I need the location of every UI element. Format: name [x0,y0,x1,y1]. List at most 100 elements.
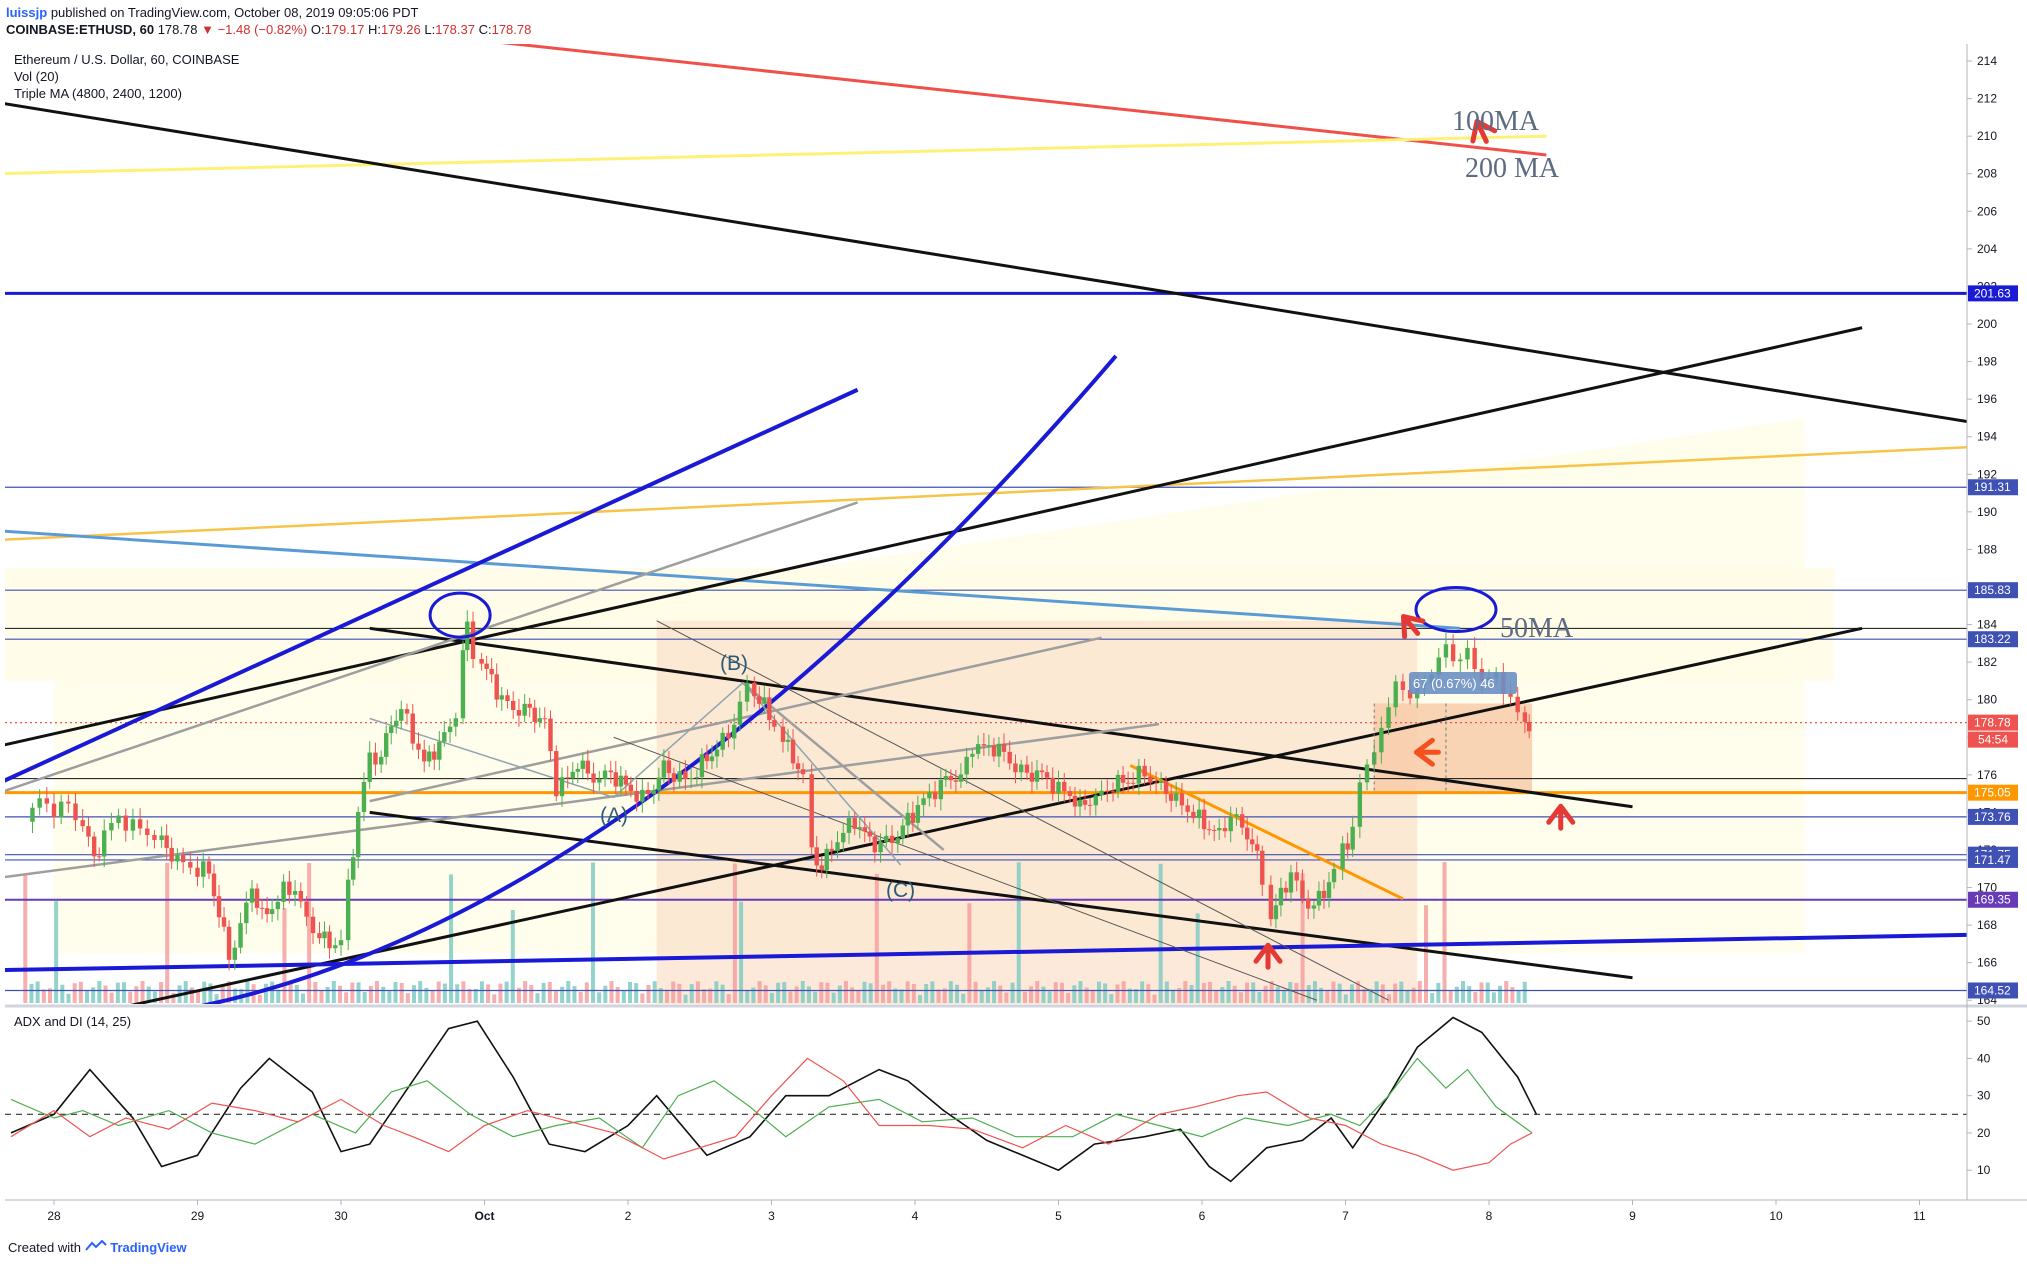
chart-header: luissjp published on TradingView.com, Oc… [6,4,531,40]
volume-bar-82 [529,985,534,1003]
price-badge-bg-3 [1968,631,2018,648]
adx-title[interactable]: ADX and DI (14, 25) [14,1014,131,1029]
candle-body-13 [116,815,121,823]
price-badge-bg-0 [1968,285,2018,302]
volume-bar-210 [1319,987,1324,1003]
adx-tick-label-4: 50 [1977,1014,1991,1028]
volume-bar-240 [1504,981,1509,1003]
candle-body-84 [522,703,527,716]
price-tick-label-15: 194 [1977,430,1997,444]
author-name[interactable]: luissjp [6,5,48,20]
volume-bar-200 [1257,992,1262,1003]
volume-bar-64 [418,981,423,1003]
volume-bar-212 [1331,981,1336,1003]
candle-body-165 [964,756,969,775]
wave-c-label: (C) [886,879,915,902]
time-tick-label-11: 9 [1629,1209,1636,1223]
candle-body-32 [232,947,238,960]
candle-body-228 [1305,898,1311,909]
trendline-gray-13 [369,636,1102,803]
candle-body-128 [762,697,767,704]
volume-bar-96 [615,987,620,1003]
measure-box[interactable]: 67 (0.67%) 46 [1409,672,1517,694]
volume-bar-65 [424,987,429,1003]
candle-body-189 [1093,795,1099,806]
volume-bar-223 [1399,981,1404,1003]
volume-bar-238 [1491,992,1496,1003]
close-label: C: [478,22,492,37]
time-tick-label-7: 5 [1055,1209,1062,1223]
price-badge-bg-2 [1968,582,2018,599]
adx-axis[interactable]: 10 20 30 40 50 [1967,1014,1991,1177]
volume-bar-225 [1411,987,1416,1003]
candle-body-76 [479,658,484,664]
top-circle-2 [1414,586,1498,634]
time-tick-label-12: 10 [1769,1209,1783,1223]
volume-bar-106 [677,983,682,1003]
candle-body-79 [494,674,499,700]
volume-bar-130 [825,982,830,1003]
candle-body-234 [1340,843,1345,869]
candle-body-93 [570,771,575,779]
candle-body-54 [356,812,361,858]
volume-bar-27 [189,987,194,1003]
time-axis[interactable]: 28 29 30 Oct 2 3 4 5 6 7 8 9 10 11 [47,1200,1926,1223]
volume-bar-164 [1035,981,1040,1003]
candle-body-145 [857,827,862,829]
adx-pane[interactable] [5,1010,1967,1200]
candle-body-174 [1013,763,1018,773]
candle-body-158 [927,792,932,799]
candle-body-172 [1001,743,1007,752]
volume-bar-63 [412,985,417,1003]
candle-body-64 [410,713,415,744]
candle-body-231 [1321,890,1327,899]
volume-bar-189 [1189,984,1194,1003]
highlight-zones [5,417,1834,1004]
candle-body-43 [292,890,298,895]
volume-bar-76 [492,994,497,1003]
volume-bar-165 [1041,986,1046,1003]
candle-body-81 [505,695,510,701]
volume-bar-41 [276,989,281,1003]
candle-body-242 [1393,681,1398,708]
volume-bar-11 [91,987,96,1003]
candle-body-223 [1278,887,1284,906]
volume-bar-133 [843,981,848,1003]
candle-body-183 [1062,781,1067,792]
candle-body-67 [427,751,432,762]
volume-legend[interactable]: Vol (20) [14,69,59,84]
volume-bar-241 [1510,987,1515,1003]
volume-bar-44 [294,984,299,1003]
candle-body-260 [1522,712,1528,722]
volume-bar-47 [313,981,318,1003]
volume-bar-51 [337,985,342,1003]
candle-body-34 [244,902,249,924]
candle-body-38 [264,908,270,915]
volume-bar-71 [461,981,466,1003]
ma-legend[interactable]: Triple MA (4800, 2400, 1200) [14,86,182,101]
volume-bar-180 [1133,989,1138,1003]
volume-bar-231 [1448,991,1453,1003]
price-badge-0: 201.63 [1968,285,2018,302]
volume-bar-57 [375,981,380,1003]
candle-body-150 [884,835,889,842]
volume-bar-172 [1084,987,1089,1003]
candle-body-215 [1234,814,1239,817]
candle-body-185 [1072,795,1078,807]
candle-body-155 [910,812,916,823]
volume-bar-94 [603,985,608,1003]
ma100-label: 100MA [1452,106,1540,137]
chart-canvas[interactable]: 100MA 200 MA 50MA (A) (B) (C) 67 (0.67%)… [0,40,2027,1240]
volume-bar-109 [695,981,700,1003]
tradingview-brand[interactable]: TradingView [110,1240,187,1255]
volume-bar-145 [918,994,923,1003]
candle-body-160 [938,779,944,800]
volume-bar-114 [726,994,731,1003]
candle-body-115 [688,778,694,780]
candle-body-20 [164,835,169,848]
candle-body-134 [795,763,801,770]
volume-bar-242 [1516,990,1521,1003]
time-tick-label-4: 2 [625,1209,632,1223]
volume-bar-179 [1127,988,1132,1003]
candle-body-144 [852,818,857,829]
